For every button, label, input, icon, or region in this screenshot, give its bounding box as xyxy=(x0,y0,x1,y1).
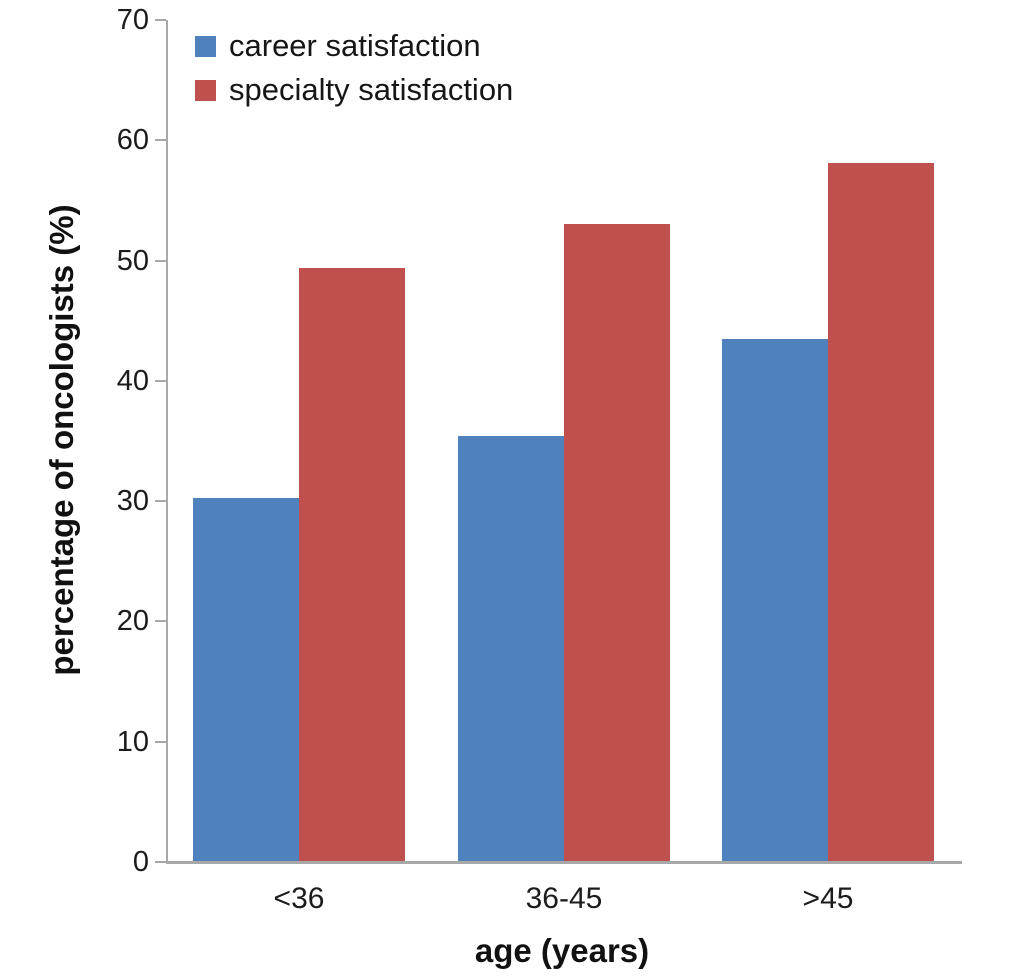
bar-specialty->45 xyxy=(828,163,934,862)
bar-specialty-36-45 xyxy=(564,224,670,862)
y-tick-label: 60 xyxy=(116,124,149,156)
y-axis-title: percentage of oncologists (%) xyxy=(43,204,80,676)
legend-label-specialty: specialty satisfaction xyxy=(229,72,514,107)
bar-career-36-45 xyxy=(458,436,564,862)
y-tick-label: 0 xyxy=(132,846,149,878)
legend-item-specialty: specialty satisfaction xyxy=(195,68,513,112)
bar-specialty-<36 xyxy=(299,268,405,862)
y-tick-label: 20 xyxy=(116,605,149,637)
y-tick-mark xyxy=(155,260,166,262)
y-tick-mark xyxy=(155,500,166,502)
y-tick-label: 30 xyxy=(116,485,149,517)
y-tick-label: 70 xyxy=(116,4,149,36)
y-axis-line xyxy=(166,20,168,864)
y-tick-mark xyxy=(155,19,166,21)
legend: career satisfaction specialty satisfacti… xyxy=(195,24,513,112)
x-category-label: >45 xyxy=(802,882,854,915)
y-tick-mark xyxy=(155,139,166,141)
bar-career-<36 xyxy=(193,498,299,862)
x-axis-title: age (years) xyxy=(474,932,650,969)
bar-career->45 xyxy=(722,339,828,862)
y-tick-label: 50 xyxy=(116,245,149,277)
y-tick-mark xyxy=(155,380,166,382)
x-axis-line xyxy=(166,861,962,864)
y-tick-label: 40 xyxy=(116,365,149,397)
y-tick-mark xyxy=(155,620,166,622)
y-tick-mark xyxy=(155,861,166,863)
legend-label-career: career satisfaction xyxy=(229,28,481,63)
y-tick-mark xyxy=(155,741,166,743)
x-category-label: 36-45 xyxy=(525,882,603,915)
legend-swatch-specialty xyxy=(195,79,216,101)
legend-item-career: career satisfaction xyxy=(195,24,513,68)
y-tick-label: 10 xyxy=(116,726,149,758)
legend-swatch-career xyxy=(195,35,216,57)
x-category-label: <36 xyxy=(273,882,325,915)
